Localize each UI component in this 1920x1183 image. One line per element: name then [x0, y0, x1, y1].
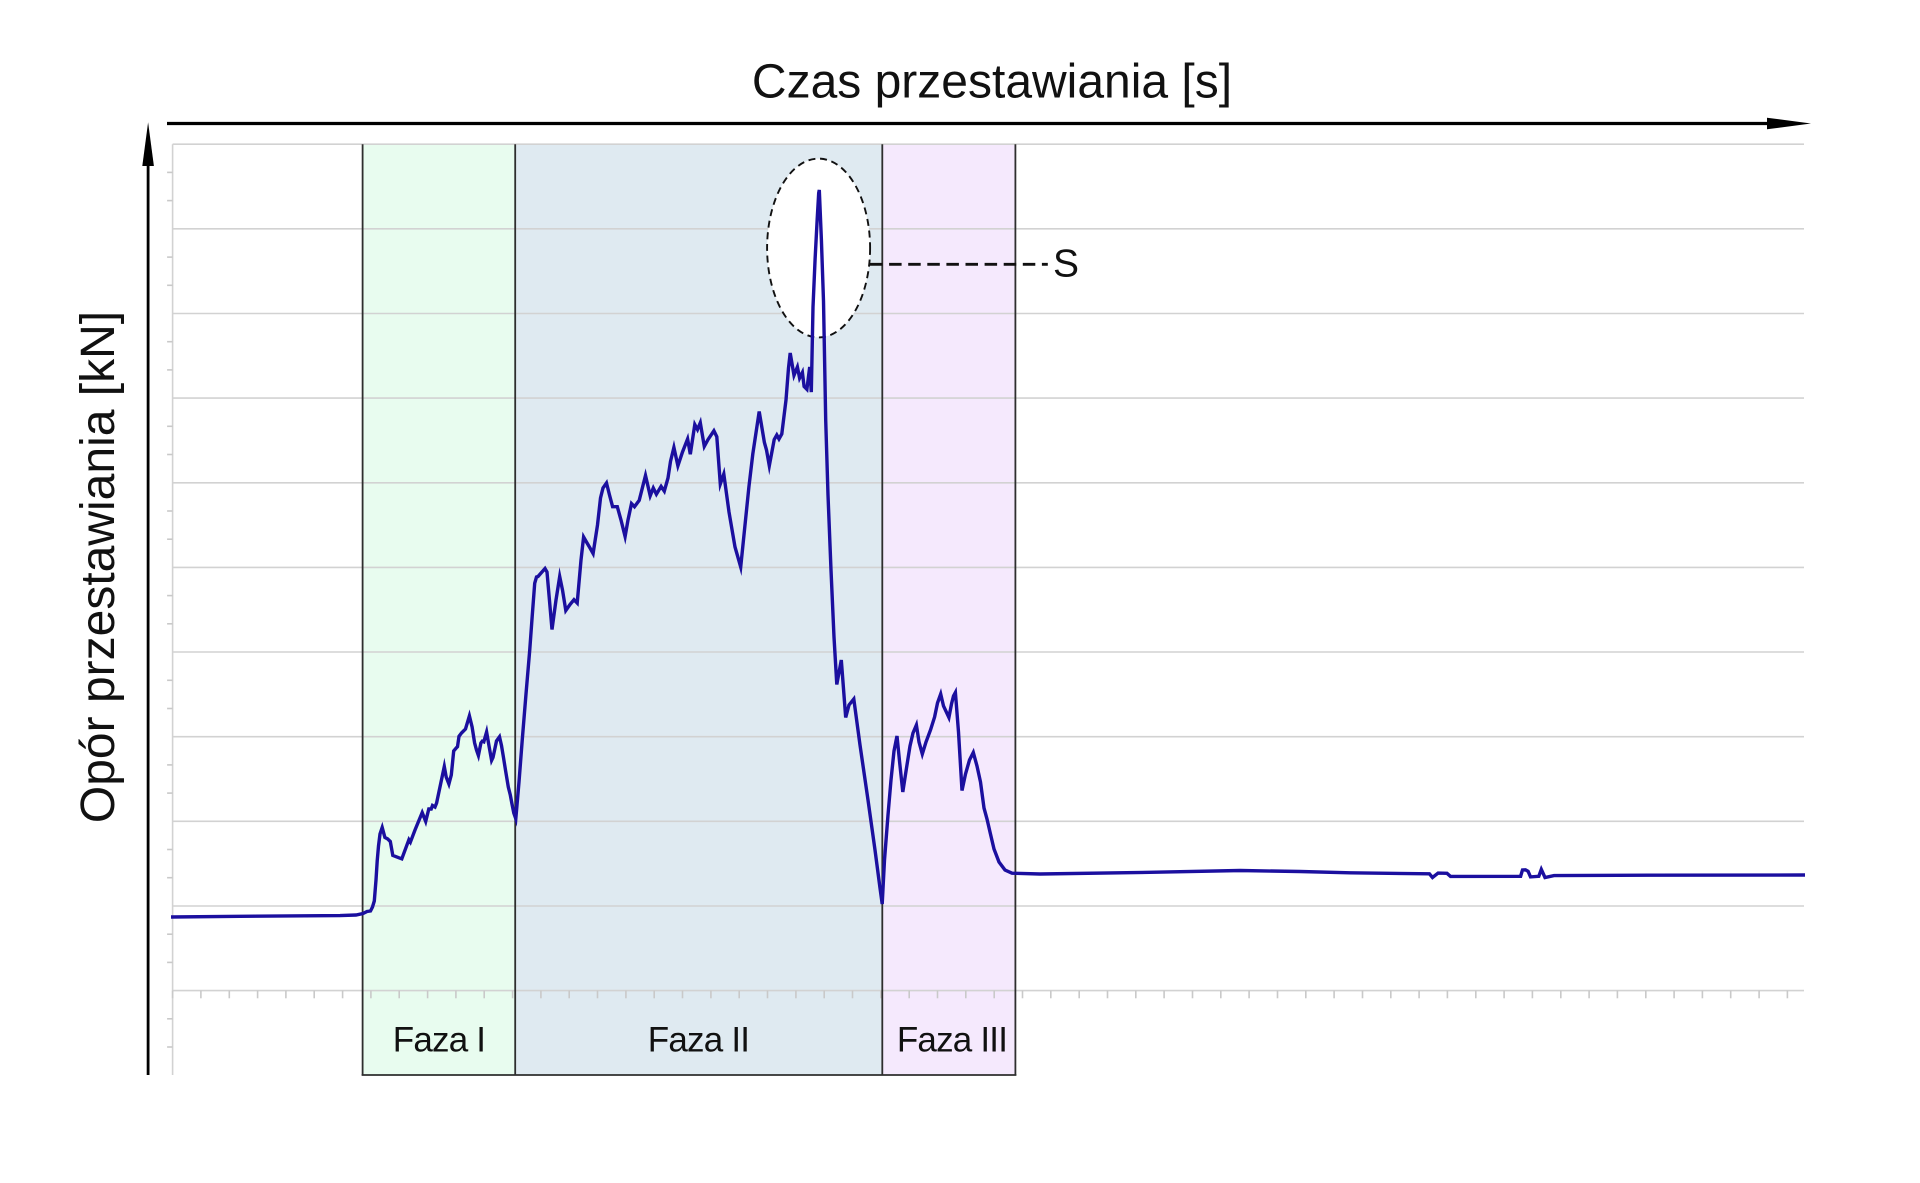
svg-text:Opór przestawiania [kN]: Opór przestawiania [kN]: [72, 311, 125, 823]
svg-text:S: S: [1053, 243, 1079, 286]
svg-text:Faza II: Faza II: [648, 1021, 749, 1060]
svg-text:Faza III: Faza III: [897, 1021, 1007, 1060]
svg-text:Faza I: Faza I: [393, 1021, 485, 1060]
svg-text:Czas przestawiania [s]: Czas przestawiania [s]: [752, 56, 1232, 109]
